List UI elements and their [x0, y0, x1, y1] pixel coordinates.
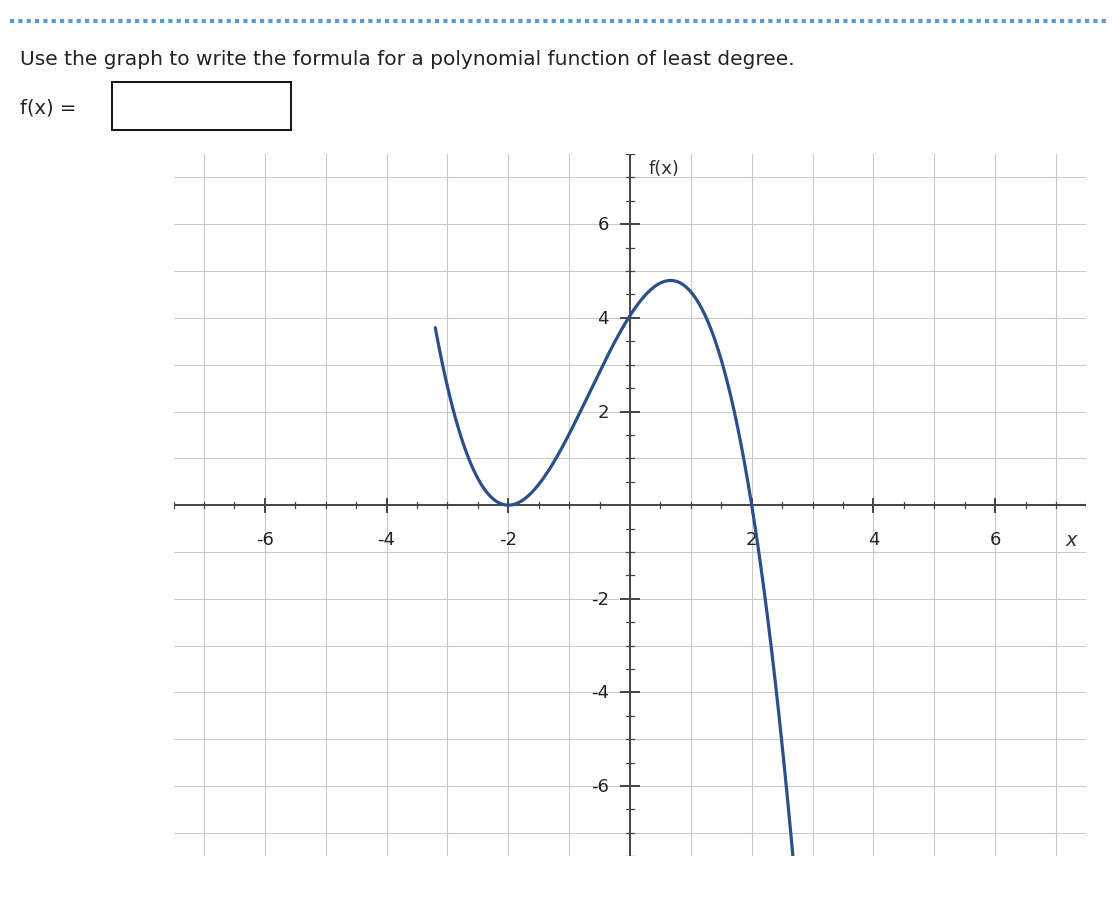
Text: f(x): f(x): [648, 160, 679, 178]
Text: 6: 6: [989, 530, 1001, 548]
Text: -2: -2: [500, 530, 517, 548]
Text: 4: 4: [597, 310, 608, 328]
Text: f(x) =: f(x) =: [20, 98, 76, 117]
Text: -6: -6: [591, 777, 608, 795]
Text: 2: 2: [746, 530, 757, 548]
Text: -4: -4: [590, 683, 608, 701]
Text: -6: -6: [256, 530, 273, 548]
Text: -2: -2: [590, 590, 608, 609]
Text: 4: 4: [868, 530, 879, 548]
Text: 6: 6: [597, 216, 608, 234]
Text: Use the graph to write the formula for a polynomial function of least degree.: Use the graph to write the formula for a…: [20, 50, 795, 69]
Text: -4: -4: [377, 530, 395, 548]
Text: x: x: [1066, 530, 1077, 549]
Text: 2: 2: [597, 403, 608, 421]
